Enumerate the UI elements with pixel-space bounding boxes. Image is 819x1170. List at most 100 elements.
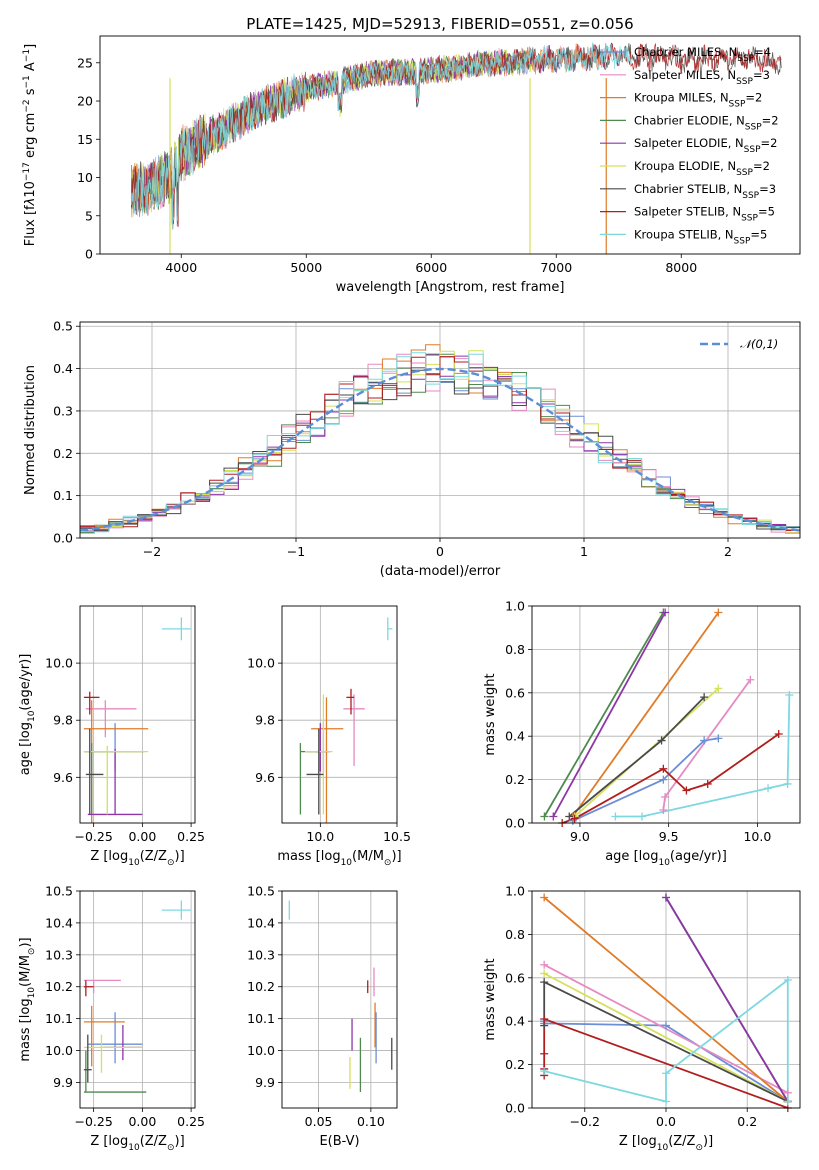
weight-series-line bbox=[543, 612, 665, 817]
legend-entry: Kroupa STELIB, NSSP=5 bbox=[634, 227, 767, 246]
y-tick-label: 0.0 bbox=[505, 816, 525, 831]
x-tick-label: 0.10 bbox=[357, 1114, 385, 1129]
y-tick-label: 10.0 bbox=[247, 656, 275, 671]
legend-entry: Kroupa MILES, NSSP=2 bbox=[634, 91, 762, 110]
weight-point-marker bbox=[785, 690, 794, 699]
y-axis-label: Normed distribution bbox=[23, 365, 38, 495]
spectrum-legend: Chabrier MILES, NSSP=4 Salpeter MILES, NS… bbox=[600, 45, 779, 246]
weight-point-marker bbox=[700, 693, 709, 702]
y-axis-label: Flux [fλ10−17 erg cm−2 s−1 A−1] bbox=[22, 44, 38, 246]
x-tick-label: 0.05 bbox=[305, 1114, 333, 1129]
weight-point-marker bbox=[783, 1088, 792, 1097]
y-tick-label: 0.4 bbox=[53, 361, 73, 376]
mass_vs_Z-panel: −0.25 0.00 0.25 9.9 10.0 10.1 10.2 10.3 10.4 10.5… bbox=[18, 884, 205, 1154]
y-tick-label: 0 bbox=[85, 247, 93, 262]
x-tick-label: −2 bbox=[143, 544, 161, 559]
weight-point-marker bbox=[540, 969, 549, 978]
y-tick-label: 10.0 bbox=[45, 656, 73, 671]
y-tick-label: 10.2 bbox=[45, 979, 73, 994]
spectrum-panel: 4000 5000 6000 7000 8000 0 5 10 15 20 25 wavelength… bbox=[22, 35, 801, 295]
weight-point-marker bbox=[565, 812, 574, 821]
x-axis-label: Z [log10(Z/Z⊙)] bbox=[90, 1134, 184, 1153]
x-tick-label: 10.0 bbox=[306, 829, 334, 844]
x-axis-label: E(B-V) bbox=[319, 1134, 359, 1149]
spectrum-lines bbox=[130, 42, 782, 254]
age_vs_mass-panel: 10.0 10.5 9.6 9.8 10.0 mass [log10(M/M⊙)] bbox=[247, 605, 411, 868]
x-tick-label: 4000 bbox=[165, 260, 197, 275]
weight-point-marker bbox=[659, 805, 668, 814]
spectrum-series-line bbox=[130, 42, 632, 231]
weight-point-marker bbox=[540, 812, 549, 821]
x-tick-label: 0.00 bbox=[128, 1114, 156, 1129]
y-tick-label: 0.6 bbox=[505, 685, 525, 700]
weight-point-marker bbox=[657, 736, 666, 745]
y-tick-label: 9.8 bbox=[255, 713, 275, 728]
weight-point-marker bbox=[570, 814, 579, 823]
axes-frame bbox=[99, 35, 801, 255]
weight-point-marker bbox=[714, 684, 723, 693]
y-tick-label: 0.5 bbox=[53, 319, 73, 334]
x-tick-label: 9.5 bbox=[659, 829, 679, 844]
y-tick-label: 0.8 bbox=[505, 642, 525, 657]
weight-point-marker bbox=[774, 730, 783, 739]
y-tick-label: 0.2 bbox=[53, 446, 73, 461]
y-tick-label: 9.9 bbox=[255, 1075, 275, 1090]
weight-point-marker bbox=[783, 975, 792, 984]
x-tick-label: −0.2 bbox=[570, 1114, 600, 1129]
axes-frame bbox=[79, 890, 196, 1109]
x-tick-label: 0.00 bbox=[128, 829, 156, 844]
weight-point-marker bbox=[682, 786, 691, 795]
weight-point-marker bbox=[661, 792, 670, 801]
x-axis-label: mass [log10(M/M⊙)] bbox=[277, 849, 401, 868]
x-tick-label: 6000 bbox=[415, 260, 447, 275]
x-tick-label: 10.5 bbox=[383, 829, 411, 844]
y-tick-label: 9.9 bbox=[53, 1075, 73, 1090]
y-tick-label: 10.5 bbox=[247, 884, 275, 899]
x-tick-label: 8000 bbox=[665, 260, 697, 275]
x-tick-label: −0.25 bbox=[74, 829, 112, 844]
weight-point-marker bbox=[540, 893, 549, 902]
legend-entry: Kroupa ELODIE, NSSP=2 bbox=[634, 159, 770, 178]
legend-entry: Chabrier ELODIE, NSSP=2 bbox=[634, 113, 779, 132]
y-tick-label: 9.8 bbox=[53, 713, 73, 728]
panels: 4000 5000 6000 7000 80000510152025wavelength… bbox=[18, 35, 801, 1154]
errorbars bbox=[288, 900, 393, 1093]
y-tick-label: 0.8 bbox=[505, 927, 525, 942]
weight-point-marker bbox=[764, 784, 773, 793]
x-tick-label: 0.0 bbox=[656, 1114, 676, 1129]
legend-entry: Salpeter MILES, NSSP=3 bbox=[634, 68, 770, 87]
x-tick-label: −0.25 bbox=[74, 1114, 112, 1129]
legend-entry: Salpeter STELIB, NSSP=5 bbox=[634, 205, 775, 224]
weight-point-marker bbox=[638, 812, 647, 821]
weight-point-marker bbox=[662, 1021, 670, 1030]
massweight_vs_age-panel: 9.0 9.5 10.0 0.0 0.2 0.4 0.6 0.8 1.0 age [log10(a… bbox=[483, 599, 801, 868]
x-tick-label: 0.25 bbox=[177, 829, 205, 844]
y-tick-label: 20 bbox=[77, 94, 93, 109]
x-axis-label: (data-model)/error bbox=[380, 564, 501, 579]
weight-point-marker bbox=[662, 893, 670, 902]
errorbars bbox=[83, 900, 192, 1093]
x-tick-label: 0 bbox=[436, 544, 444, 559]
residuals-panel: −2 −1 0 1 2 0.0 0.1 0.2 0.3 0.4 0.5 (data-model)/er… bbox=[23, 319, 801, 579]
y-tick-label: 10.0 bbox=[45, 1043, 73, 1058]
weight-series-line bbox=[572, 611, 720, 818]
y-tick-label: 10.1 bbox=[247, 1011, 275, 1026]
x-axis-label: age [log10(age/yr)] bbox=[605, 849, 727, 868]
x-tick-label: 10.0 bbox=[743, 829, 771, 844]
figure-title: PLATE=1425, MJD=52913, FIBERID=0551, z=0… bbox=[246, 15, 633, 33]
weight-series-line bbox=[552, 612, 666, 817]
weight-series-line bbox=[572, 737, 719, 822]
x-tick-label: 0.25 bbox=[177, 1114, 205, 1129]
weight-point-marker bbox=[700, 736, 709, 745]
y-tick-label: 9.6 bbox=[255, 770, 275, 785]
weight-series-line bbox=[543, 896, 789, 1103]
y-tick-label: 10 bbox=[77, 170, 93, 185]
weight-point-marker bbox=[703, 779, 712, 788]
y-tick-label: 10.3 bbox=[247, 947, 275, 962]
weight-point-marker bbox=[659, 764, 668, 773]
x-tick-label: −1 bbox=[287, 544, 305, 559]
y-tick-label: 1.0 bbox=[505, 599, 525, 614]
weight-point-marker bbox=[783, 1097, 792, 1106]
histograms bbox=[80, 344, 800, 538]
